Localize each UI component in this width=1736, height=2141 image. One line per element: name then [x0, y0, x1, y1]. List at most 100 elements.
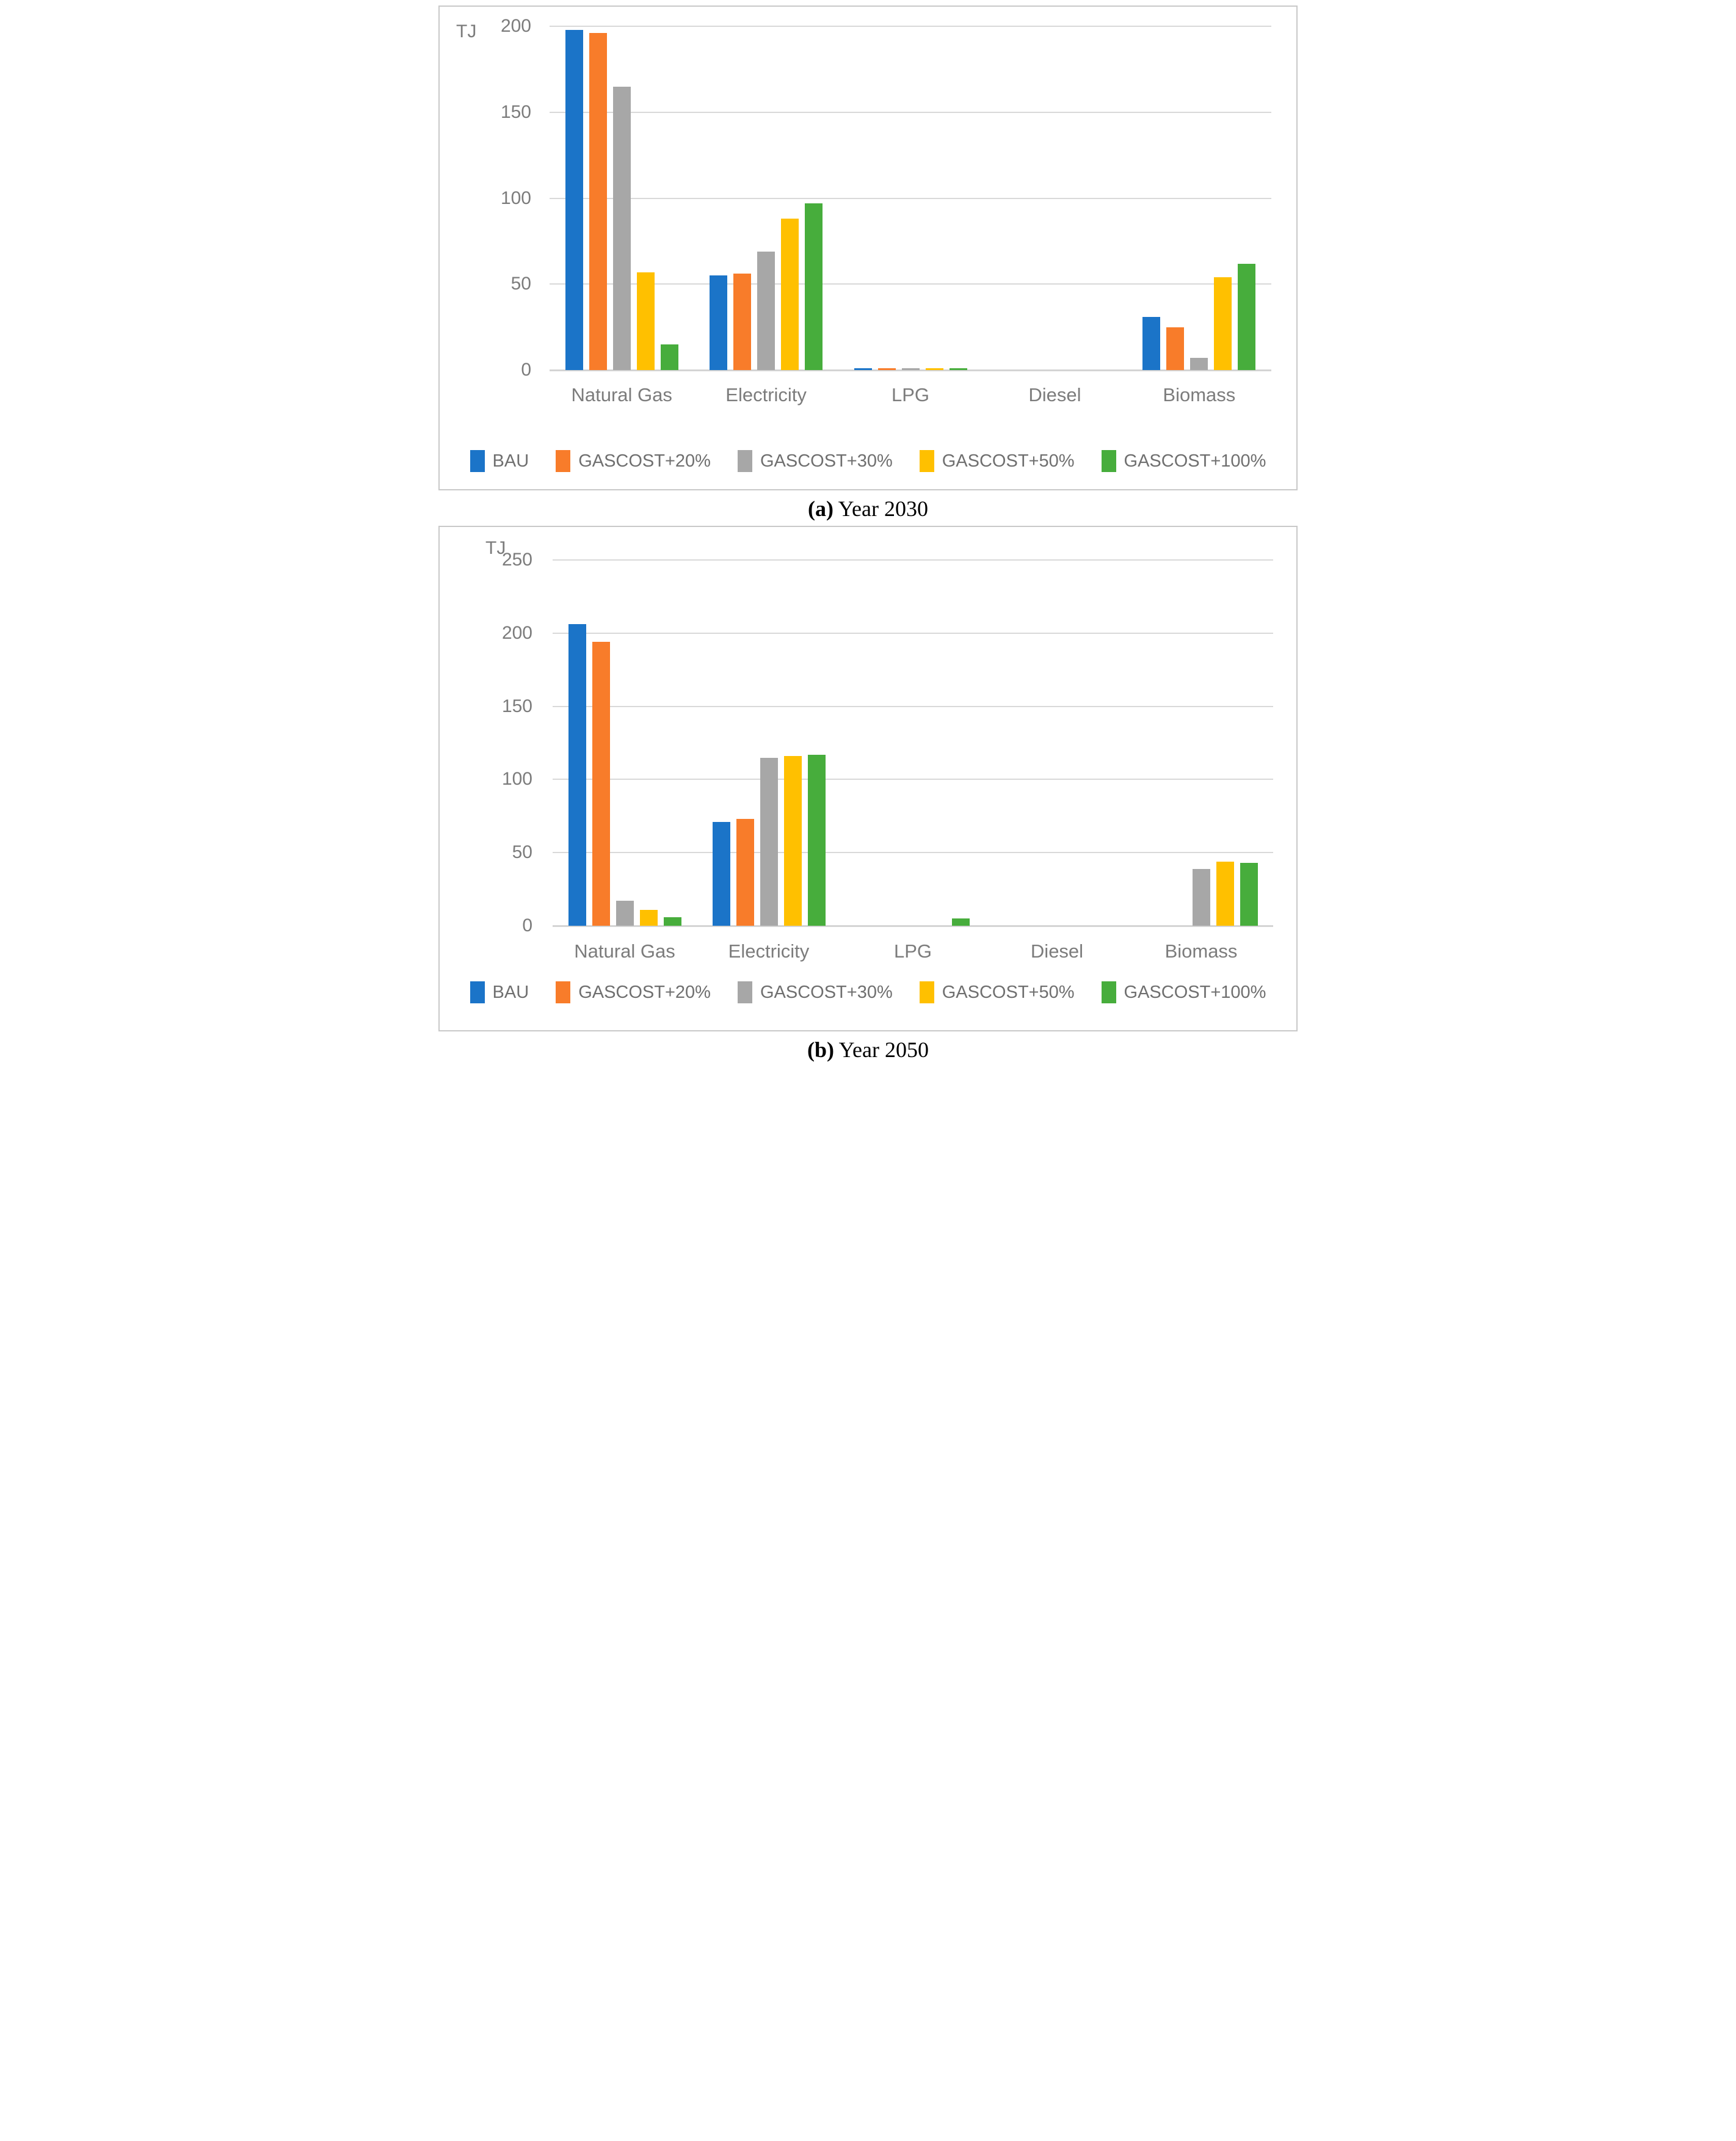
y-tick-label: 200: [501, 622, 532, 643]
legend-label: GASCOST+20%: [578, 451, 711, 471]
bar-gascost-30-: [901, 368, 920, 370]
x-axis-label: Electricity: [725, 384, 807, 405]
bar-gascost-100-: [1238, 263, 1256, 370]
bar-bau: [712, 821, 730, 926]
legend-swatch: [556, 450, 571, 472]
x-axis-labels: Natural Gas Electricity LPG Diesel Biomass: [553, 940, 1273, 962]
x-axis-label: Natural Gas: [571, 384, 672, 405]
chart-panel-a: TJ 0 50 100 150 200 Natural Gas Electricity LPG D…: [438, 5, 1298, 490]
legend-item: GASCOST+20%: [556, 981, 711, 1003]
caption-b: (b) Year 2050: [434, 1031, 1302, 1067]
bar-bau: [854, 368, 872, 370]
y-axis-unit-label: TJ: [485, 538, 506, 558]
gridline: [550, 283, 1271, 285]
legend-item: GASCOST+50%: [919, 450, 1075, 472]
bar-gascost-20-: [733, 274, 752, 370]
x-axis-line: [550, 369, 1271, 371]
bar-group-electricity: [694, 26, 838, 370]
bar-gascost-20-: [592, 642, 610, 926]
legend-item: GASCOST+100%: [1101, 450, 1266, 472]
bar-gascost-50-: [1216, 861, 1234, 926]
bar-bau: [710, 275, 728, 370]
legend-item: GASCOST+30%: [737, 450, 893, 472]
legend-item: BAU: [470, 450, 529, 472]
bar-gascost-20-: [877, 368, 896, 370]
bar-gascost-100-: [663, 917, 681, 926]
legend-label: GASCOST+30%: [760, 982, 893, 1002]
bar-gascost-100-: [951, 918, 970, 926]
y-tick-label: 150: [500, 101, 531, 122]
x-axis-label: Biomass: [1163, 384, 1236, 405]
legend: BAU GASCOST+20% GASCOST+30% GASCOST+50% GASC…: [440, 450, 1296, 472]
bar-bau: [565, 29, 583, 370]
legend-item: GASCOST+100%: [1101, 981, 1266, 1003]
legend-swatch: [1101, 981, 1116, 1003]
legend-label: GASCOST+30%: [760, 451, 893, 471]
legend-swatch: [737, 450, 752, 472]
bar-group-diesel: [982, 26, 1127, 370]
bar-group-natural-gas: [550, 26, 694, 370]
bar-gascost-30-: [616, 901, 634, 926]
y-tick-label: 50: [510, 274, 531, 294]
legend-swatch: [1101, 450, 1116, 472]
bar-group-biomass: [1129, 560, 1273, 926]
gridline: [553, 779, 1273, 780]
legend-swatch: [919, 450, 934, 472]
bar-group-lpg: [838, 26, 982, 370]
y-tick-label: 100: [501, 769, 532, 790]
legend-label: BAU: [492, 982, 529, 1002]
x-axis-label: Natural Gas: [574, 940, 675, 962]
bar-gascost-20-: [736, 819, 754, 926]
legend-swatch: [556, 981, 571, 1003]
legend-item: GASCOST+50%: [919, 981, 1075, 1003]
legend-label: GASCOST+50%: [942, 982, 1075, 1002]
plot-area: [553, 560, 1273, 926]
y-tick-label: 250: [501, 550, 532, 570]
legend-label: GASCOST+50%: [942, 451, 1075, 471]
bar-gascost-100-: [807, 754, 826, 926]
gridline: [553, 705, 1273, 707]
bar-gascost-50-: [636, 272, 655, 370]
bar-gascost-30-: [1190, 358, 1208, 370]
bar-group-lpg: [841, 560, 985, 926]
legend-swatch: [470, 450, 485, 472]
gridline: [550, 111, 1271, 113]
gridline: [553, 632, 1273, 634]
caption-a-label: (a): [808, 496, 833, 521]
legend-label: BAU: [492, 451, 529, 471]
y-tick-label: 0: [522, 915, 532, 936]
bar-gascost-50-: [783, 756, 802, 926]
y-tick-label: 100: [500, 187, 531, 208]
caption-a-text: Year 2030: [838, 496, 928, 521]
x-axis-label: LPG: [893, 940, 932, 962]
legend-swatch: [919, 981, 934, 1003]
bar-gascost-20-: [1166, 327, 1185, 370]
bar-group-biomass: [1127, 26, 1271, 370]
bar-bau: [568, 624, 586, 926]
legend-swatch: [470, 981, 485, 1003]
legend-swatch: [737, 981, 752, 1003]
bar-gascost-30-: [757, 251, 775, 370]
caption-b-label: (b): [807, 1038, 834, 1062]
y-tick-label: 50: [512, 842, 532, 863]
caption-a: (a) Year 2030: [434, 490, 1302, 526]
bar-gascost-100-: [1240, 863, 1258, 926]
gridline: [550, 197, 1271, 199]
legend-item: GASCOST+30%: [737, 981, 893, 1003]
bar-gascost-30-: [1192, 868, 1210, 926]
x-axis-labels: Natural Gas Electricity LPG Diesel Biomass: [550, 384, 1271, 406]
bar-gascost-50-: [639, 909, 658, 926]
bar-gascost-30-: [612, 86, 631, 370]
bar-gascost-50-: [925, 368, 943, 370]
bar-gascost-100-: [660, 344, 678, 370]
y-tick-label: 200: [500, 16, 531, 36]
x-axis-label: LPG: [892, 384, 930, 405]
x-axis-line: [553, 925, 1273, 927]
legend-item: BAU: [470, 981, 529, 1003]
bar-group-diesel: [985, 560, 1129, 926]
y-tick-label: 150: [501, 696, 532, 716]
x-axis-label: Electricity: [728, 940, 810, 962]
legend-label: GASCOST+100%: [1124, 451, 1266, 471]
bar-gascost-100-: [805, 203, 823, 370]
bar-gascost-50-: [781, 219, 799, 370]
